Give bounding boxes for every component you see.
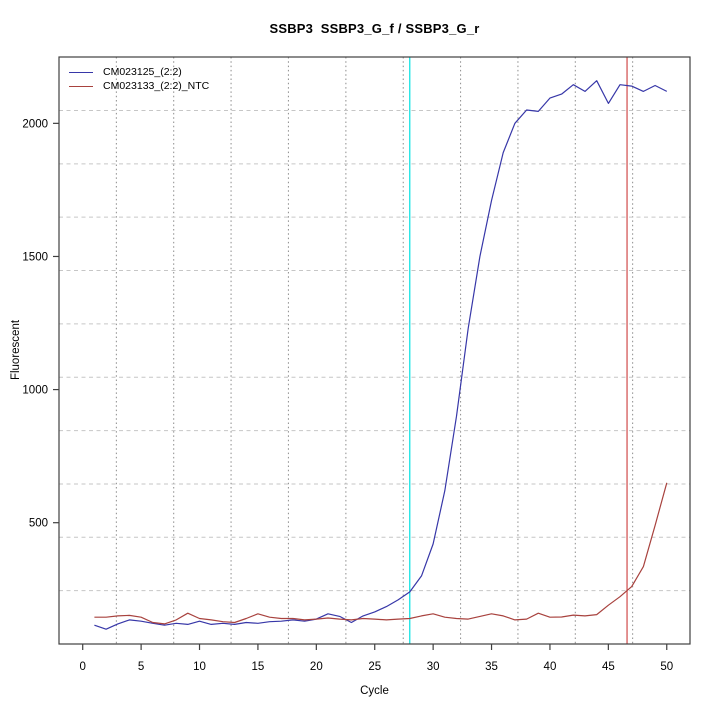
y-tick-label: 500	[29, 518, 48, 530]
legend-item-label: CM023125_(2:2)	[103, 66, 182, 78]
y-tick-label: 1500	[22, 251, 48, 263]
x-tick-label: 40	[544, 661, 557, 673]
legend-item-label: CM023133_(2:2)_NTC	[103, 80, 210, 92]
y-tick-label: 2000	[22, 118, 48, 130]
x-tick-label: 25	[368, 661, 381, 673]
legend-item: CM023133_(2:2)_NTC	[69, 79, 209, 93]
x-axis-label: Cycle	[360, 685, 389, 697]
series-line-CM023133_(2:2)_NTC	[94, 482, 668, 625]
x-tick-label: 50	[660, 661, 673, 673]
legend-line-swatch	[69, 71, 93, 73]
legend: CM023125_(2:2) CM023133_(2:2)_NTC	[69, 65, 209, 93]
x-tick-label: 45	[602, 661, 615, 673]
x-tick-label: 30	[427, 661, 440, 673]
x-tick-label: 5	[138, 661, 144, 673]
y-axis-label: Fluorescent	[10, 319, 22, 381]
x-tick-label: 0	[80, 661, 86, 673]
x-tick-label: 20	[310, 661, 323, 673]
y-tick-label: 1000	[22, 385, 48, 397]
chart-title: SSBP3 SSBP3_G_f / SSBP3_G_r	[269, 21, 480, 36]
legend-line-swatch	[69, 85, 93, 87]
x-tick-label: 10	[193, 661, 206, 673]
legend-item: CM023125_(2:2)	[69, 65, 209, 79]
x-tick-label: 15	[252, 661, 265, 673]
plot-box	[58, 56, 691, 645]
x-tick-label: 35	[485, 661, 498, 673]
series-line-CM023125_(2:2)	[94, 80, 668, 630]
